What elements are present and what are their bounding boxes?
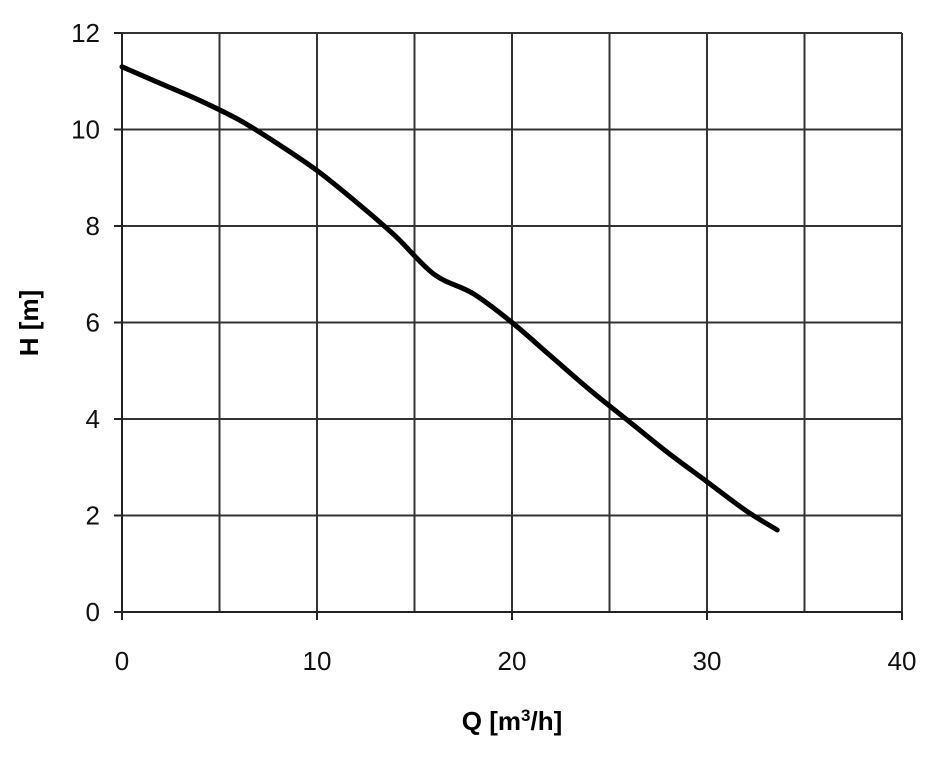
x-tick-label: 0 <box>115 646 129 676</box>
chart-grid <box>122 32 903 612</box>
unit-superscript: 3 <box>521 706 530 725</box>
y-tick-label: 4 <box>86 404 100 434</box>
series-layer <box>119 64 780 533</box>
y-tick-label: 6 <box>86 308 100 338</box>
x-tick-label: 30 <box>693 646 722 676</box>
x-axis-ticks: 0 10 20 30 40 <box>115 612 917 676</box>
pump-curve-line <box>119 64 780 533</box>
x-tick-label: 40 <box>888 646 917 676</box>
x-tick-label: 10 <box>303 646 332 676</box>
y-tick-label: 12 <box>71 18 100 48</box>
y-tick-label: 8 <box>86 211 100 241</box>
y-tick-label: 10 <box>71 115 100 145</box>
x-axis-title: Q [m3/h] <box>462 706 562 737</box>
y-axis-title: H [m] <box>14 290 44 356</box>
y-tick-label: 0 <box>86 597 100 627</box>
y-tick-label: 2 <box>86 501 100 531</box>
y-axis-ticks: 0 2 4 6 8 10 12 <box>71 18 122 627</box>
x-tick-label: 20 <box>498 646 527 676</box>
